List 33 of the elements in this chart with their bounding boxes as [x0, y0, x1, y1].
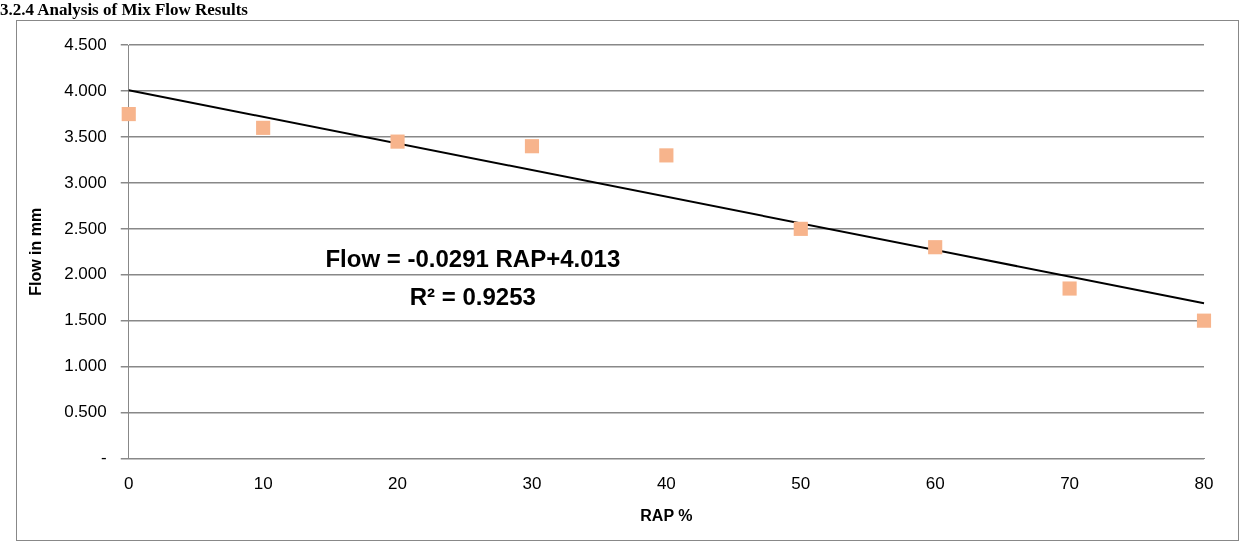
annotation: R² = 0.9253 [409, 282, 536, 310]
x-tick-label: 40 [656, 474, 676, 494]
y-tick-label: 4.500 [64, 34, 107, 54]
point [1062, 281, 1077, 296]
x-tick-label: 0 [124, 474, 134, 494]
y-tick-label: 1.500 [64, 310, 107, 330]
y-tick-label: 2.500 [64, 218, 107, 238]
point [256, 120, 271, 135]
point [793, 221, 808, 236]
y-axis-title: Flow in mm [27, 207, 45, 296]
x-tick-label: 30 [522, 474, 542, 494]
y-tick-label: 3.000 [64, 172, 107, 192]
x-tick-label: 80 [1194, 474, 1214, 494]
y-tick-label: 1.000 [64, 356, 107, 376]
point [524, 139, 540, 154]
y-tick-label: 0.500 [64, 402, 107, 422]
point [659, 148, 674, 163]
y-tick-label: 3.500 [64, 126, 107, 146]
x-tick-label: 20 [388, 474, 408, 494]
x-axis-title: RAP % [640, 506, 693, 524]
point [928, 240, 943, 255]
annotation: Flow = -0.0291 RAP+4.013 [325, 244, 621, 272]
y-tick-label: 2.000 [64, 264, 107, 284]
point [1196, 313, 1212, 328]
y-tick-label: 4.000 [64, 80, 107, 100]
x-tick-label: 50 [791, 474, 811, 494]
x-tick-label: 60 [925, 474, 945, 494]
point [121, 107, 136, 122]
point [390, 134, 405, 149]
x-tick-label: 70 [1060, 474, 1080, 494]
y-tick-label: - [101, 448, 107, 468]
x-tick-label: 10 [253, 474, 273, 494]
chart-title: 3.2.4 Analysis of Mix Flow Results [0, 0, 248, 20]
